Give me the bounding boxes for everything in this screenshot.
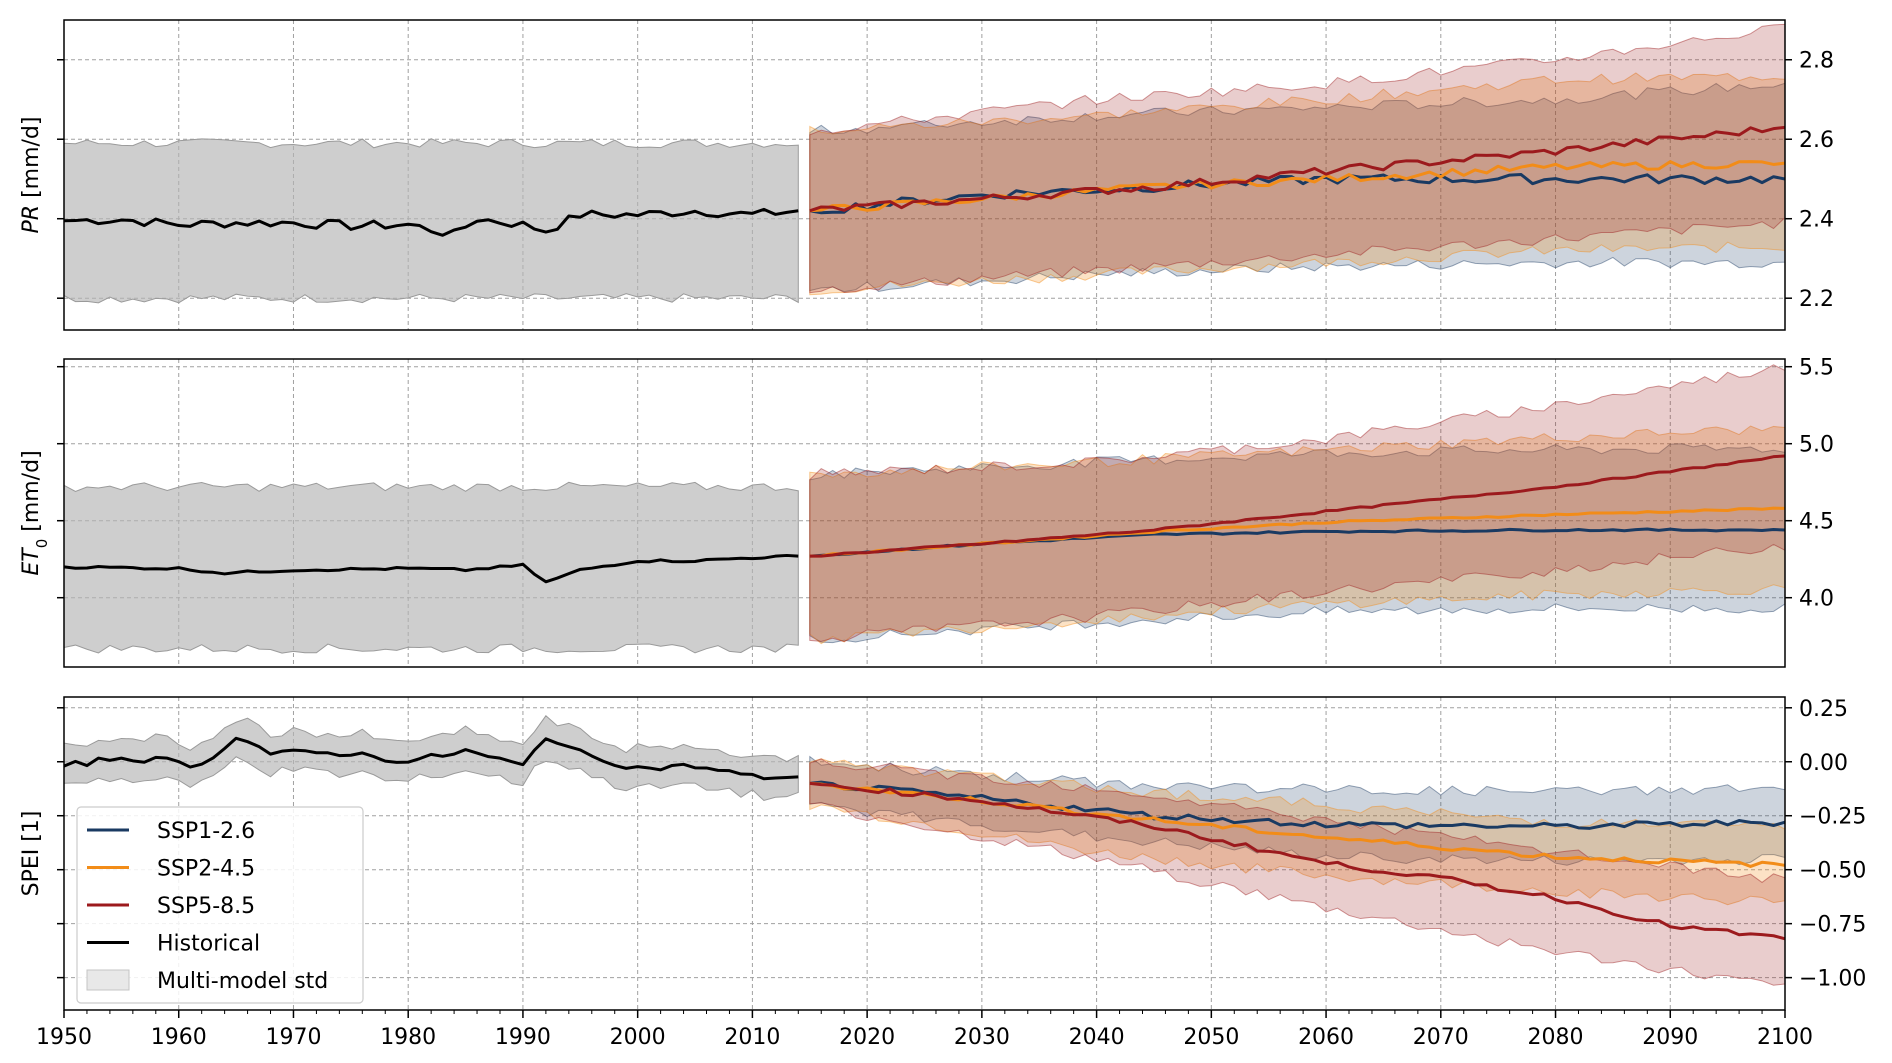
historical-std-band (64, 138, 799, 304)
band-ssp5-85 (809, 23, 1785, 294)
y-axis-label-unit: [mm/d] (19, 450, 44, 538)
band-ssp1-26 (809, 82, 1785, 293)
plot-area (64, 715, 1785, 986)
x-tick-label: 2060 (1298, 1025, 1354, 1050)
x-tick-label: 2100 (1757, 1025, 1813, 1050)
y-axis-label: ET0 [mm/d] (19, 450, 51, 575)
x-tick-label: 2000 (610, 1025, 666, 1050)
band-ssp5-85 (809, 364, 1785, 643)
band-ssp2-45 (809, 758, 1785, 906)
line-historical (64, 736, 799, 781)
historical-std-band (64, 715, 799, 801)
x-tick-label: 2010 (724, 1025, 780, 1050)
y-axis-label-unit: [mm/d] (19, 117, 44, 205)
line-ssp5-85 (809, 454, 1785, 558)
x-tick-label: 1990 (495, 1025, 551, 1050)
y-tick-label: −0.75 (1799, 913, 1866, 938)
legend-label: Historical (157, 932, 260, 957)
y-axis-label-main: ET (19, 547, 44, 576)
band-ssp2-45 (809, 72, 1785, 296)
line-ssp5-85 (809, 125, 1785, 213)
y-tick-label: −1.00 (1799, 967, 1866, 992)
x-tick-label: 2070 (1413, 1025, 1469, 1050)
panel-frame (63, 358, 1786, 668)
y-tick-label: 2.6 (1799, 128, 1834, 153)
panel-frame (63, 19, 1786, 331)
y-axis-label: PR [mm/d] (19, 117, 44, 234)
legend: SSP1-2.6 SSP2-4.5 SSP5-8.5 Historical Multi-… (76, 806, 364, 1004)
y-tick-label: 5.0 (1799, 433, 1834, 458)
line-historical (64, 553, 799, 584)
x-tick-label: 2080 (1528, 1025, 1584, 1050)
x-tick-label: 2020 (839, 1025, 895, 1050)
band-ssp1-26 (809, 755, 1785, 866)
plot-area (64, 364, 1785, 654)
panel-2: 4.0 4.5 5.0 5.5 ET0 [mm/d] (19, 356, 1834, 668)
line-ssp2-45 (809, 160, 1785, 213)
band-ssp1-26 (809, 443, 1785, 644)
x-tick-label: 2050 (1183, 1025, 1239, 1050)
y-tick-label: 2.4 (1799, 208, 1834, 233)
legend-box (76, 806, 364, 1004)
legend-label: SSP1-2.6 (157, 819, 255, 844)
y-axis-right: 2.2 2.4 2.6 2.8 (57, 49, 1834, 312)
y-tick-label: 0.25 (1799, 697, 1848, 722)
x-tick-label: 1970 (265, 1025, 321, 1050)
y-axis-label: SPEI [1] (19, 811, 44, 897)
x-tick-label: 1960 (151, 1025, 207, 1050)
x-tick-label: 2030 (954, 1025, 1010, 1050)
legend-label: SSP5-8.5 (157, 894, 255, 919)
y-axis-right: 4.0 4.5 5.0 5.5 (57, 356, 1834, 612)
y-axis-label-main: PR (19, 205, 44, 234)
x-tick-label: 2090 (1642, 1025, 1698, 1050)
y-tick-label: 2.2 (1799, 287, 1834, 312)
line-ssp2-45 (809, 781, 1785, 868)
line-ssp5-85 (809, 781, 1785, 941)
y-axis-label-sub: 0 (33, 539, 51, 549)
panel-1: 2.2 2.4 2.6 2.8 PR [mm/d] (19, 19, 1834, 331)
line-historical (64, 207, 799, 237)
y-tick-label: 4.5 (1799, 510, 1834, 535)
legend-label: Multi-model std (157, 969, 328, 994)
y-tick-label: −0.25 (1799, 805, 1866, 830)
x-axis: 1950 1960 1970 1980 1990 2000 2010 2020 2030 2040… (36, 1010, 1813, 1050)
x-tick-label: 1950 (36, 1025, 92, 1050)
band-ssp5-85 (809, 758, 1785, 986)
plot-area (64, 23, 1785, 304)
legend-swatch (86, 969, 130, 991)
x-tick-label: 2040 (1069, 1025, 1125, 1050)
y-tick-label: 4.0 (1799, 587, 1834, 612)
panel-frame (63, 696, 1786, 1011)
y-tick-label: 2.8 (1799, 49, 1834, 74)
legend-label: SSP2-4.5 (157, 857, 255, 882)
y-axis-right: −1.00 −0.75 −0.50 −0.25 0.00 0.25 (57, 697, 1866, 992)
band-ssp2-45 (809, 425, 1785, 645)
x-tick-label: 1980 (380, 1025, 436, 1050)
y-tick-label: 0.00 (1799, 751, 1848, 776)
panel-3: −1.00 −0.75 −0.50 −0.25 0.00 0.25 SPEI [1] 1950… (19, 696, 1866, 1050)
y-tick-label: 5.5 (1799, 356, 1834, 381)
y-tick-label: −0.50 (1799, 859, 1866, 884)
